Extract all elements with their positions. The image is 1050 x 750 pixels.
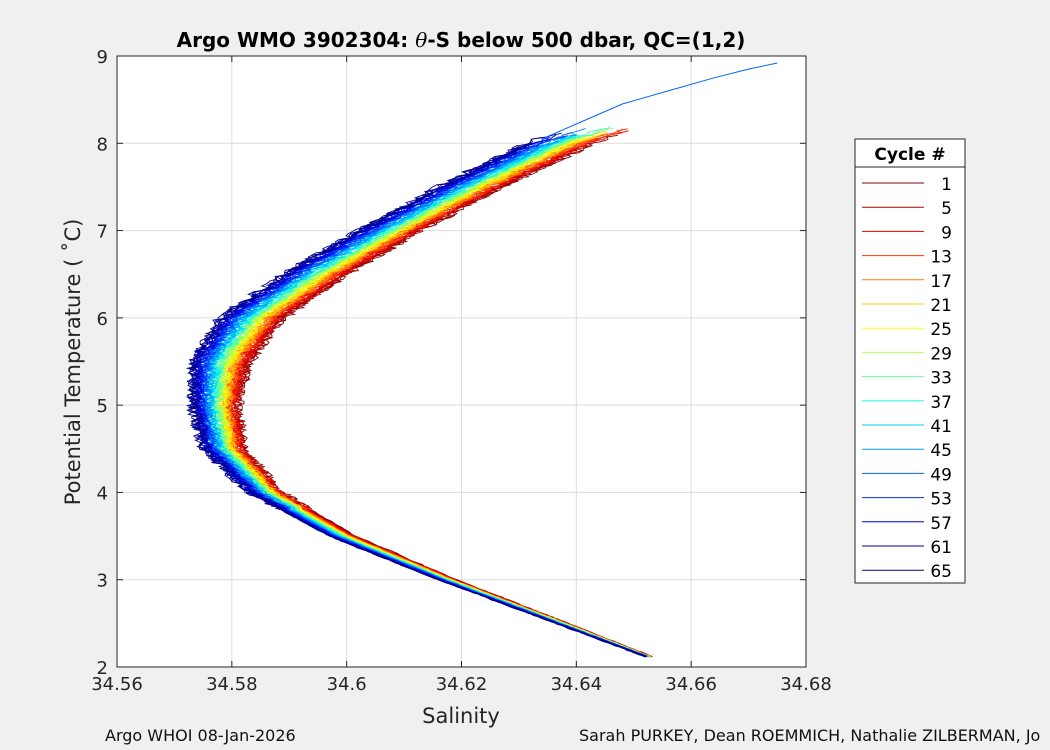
legend-title: Cycle # [874,145,945,165]
legend-label: 25 [930,320,952,340]
y-axis-label: Potential Temperature ( ˚C) [61,219,85,506]
y-tick-label: 2 [97,658,108,679]
y-tick-label: 8 [97,134,108,155]
title-suffix: -S below 500 dbar, QC=(1,2) [427,28,745,52]
cycle-profile-line [185,132,647,657]
legend-label: 13 [930,248,952,268]
y-tick-label: 9 [97,47,108,68]
legend-label: 41 [930,417,952,437]
x-axis-label: Salinity [422,704,500,728]
legend-label: 21 [930,296,952,316]
legend-label: 45 [930,441,952,461]
title-theta: θ [415,28,427,52]
legend-label: 53 [930,490,952,510]
legend-label: 33 [930,369,952,389]
x-tick-label: 34.58 [206,674,258,695]
footer-right: Sarah PURKEY, Dean ROEMMICH, Nathalie ZI… [579,726,1041,745]
legend-label: 29 [930,344,952,364]
cycle-profile-line [220,149,650,658]
legend-label: 49 [930,465,952,485]
y-tick-label: 4 [97,483,108,504]
legend-label: 17 [930,272,952,292]
x-tick-label: 34.62 [436,674,488,695]
legend-box [854,138,966,584]
x-tick-label: 34.56 [91,674,143,695]
legend-label: 61 [930,538,952,558]
data-curves [185,62,778,658]
legend-label: 37 [930,393,952,413]
x-tick-label: 34.68 [780,674,832,695]
x-tick-label: 34.66 [665,674,717,695]
outlier-profile-line [541,62,778,140]
legend-label: 57 [930,514,952,534]
legend-items: 1 5 9 13 17 21 25 29 33 37 41 45 49 53 57 61 65 [862,175,952,582]
legend-label: 5 [941,199,952,219]
legend-label: 65 [930,562,952,582]
y-tick-label: 6 [97,309,108,330]
y-tick-label: 3 [97,571,108,592]
legend-label: 1 [941,175,952,195]
x-tick-label: 34.6 [327,674,367,695]
chart-title: Argo WMO 3902304: θ-S below 500 dbar, QC… [177,28,746,52]
y-tick-label: 5 [97,396,108,417]
y-tick-label: 7 [97,222,108,243]
x-tick-label: 34.64 [551,674,603,695]
axis-ticks: 34.56 34.58 34.6 34.62 34.64 34.66 34.68 2 3 4 5 6 7… [91,47,832,695]
title-prefix: Argo WMO 3902304: [177,28,416,52]
footer-left: Argo WHOI 08-Jan-2026 [105,726,296,745]
legend: Cycle # 1 5 9 13 17 21 25 29 33 37 41 45 49 53 57 61 65 [854,138,966,584]
legend-label: 9 [941,223,952,243]
